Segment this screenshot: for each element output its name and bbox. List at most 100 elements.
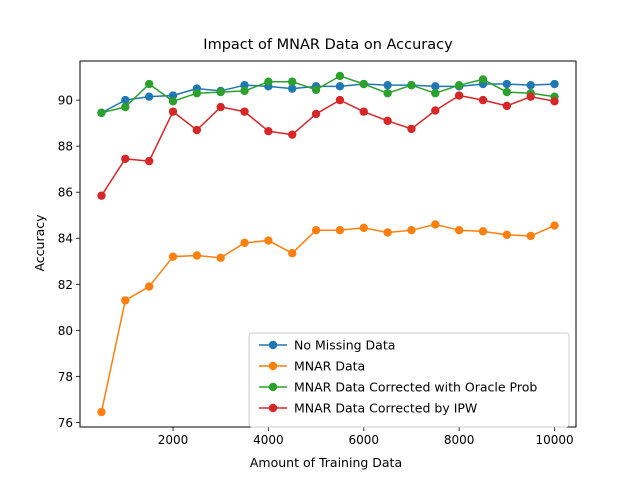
legend-swatch-marker <box>268 361 278 371</box>
y-tick-label: 86 <box>58 186 73 200</box>
data-point <box>121 296 130 305</box>
data-point <box>264 77 273 86</box>
data-point <box>335 225 345 235</box>
data-point <box>454 225 464 235</box>
legend-box <box>248 332 570 428</box>
data-point <box>288 130 297 139</box>
data-point <box>431 89 440 98</box>
data-point <box>407 124 416 134</box>
data-point <box>550 221 559 230</box>
data-point <box>454 91 464 100</box>
data-point <box>240 238 249 248</box>
data-point <box>288 249 297 258</box>
data-point <box>478 95 488 105</box>
legend-entry: MNAR Data Corrected by IPW <box>259 401 477 416</box>
data-point <box>383 80 392 90</box>
data-point <box>121 154 130 164</box>
data-point <box>288 77 297 86</box>
chart-title: Impact of MNAR Data on Accuracy <box>203 37 453 53</box>
x-tick-label: 2000 <box>158 433 189 447</box>
y-tick-label: 80 <box>58 324 73 338</box>
data-point <box>335 82 345 91</box>
data-point <box>216 253 225 263</box>
legend: No Missing Data MNAR Data MNAR Data Correc… <box>248 332 570 428</box>
y-tick-label: 88 <box>58 140 73 154</box>
data-point <box>383 116 392 126</box>
data-point <box>526 231 535 241</box>
data-point <box>97 108 106 117</box>
data-point <box>526 92 535 101</box>
data-point <box>144 282 154 291</box>
legend-entry: MNAR Data <box>259 359 365 374</box>
data-point <box>550 97 559 106</box>
data-point <box>240 80 249 90</box>
x-tick-label: 6000 <box>348 433 379 447</box>
data-point <box>383 228 392 237</box>
x-tick-label: 4000 <box>253 433 284 447</box>
y-axis-ticks: 76 78 80 82 84 86 88 90 <box>58 94 80 430</box>
data-point <box>431 220 440 229</box>
legend-label: MNAR Data <box>294 359 365 374</box>
legend-swatch-marker <box>268 340 278 350</box>
x-axis-label: Amount of Training Data <box>250 455 402 470</box>
legend-swatch-marker <box>268 382 278 392</box>
data-point <box>97 191 106 200</box>
data-point <box>144 156 154 166</box>
data-point <box>359 107 368 116</box>
y-tick-label: 90 <box>58 94 73 108</box>
data-point <box>550 79 559 89</box>
data-point <box>192 125 202 135</box>
y-tick-label: 76 <box>58 416 73 430</box>
data-point <box>335 95 345 105</box>
legend-label: MNAR Data Corrected with Oracle Prob <box>294 380 537 395</box>
x-tick-label: 10000 <box>535 433 573 447</box>
data-point <box>359 79 368 89</box>
y-axis-label: Accuracy <box>32 214 47 272</box>
data-point <box>407 225 416 235</box>
data-point <box>192 251 202 260</box>
data-point <box>168 91 178 100</box>
data-point <box>407 80 416 90</box>
data-point <box>431 106 440 115</box>
data-point <box>240 107 249 116</box>
data-point <box>168 107 178 116</box>
data-point <box>335 71 345 81</box>
data-point <box>502 230 512 239</box>
data-point <box>264 236 273 245</box>
data-point <box>168 252 178 261</box>
data-point <box>311 109 321 119</box>
y-tick-label: 82 <box>58 278 73 292</box>
data-point <box>97 407 106 417</box>
data-point <box>121 102 130 112</box>
data-point <box>264 127 273 136</box>
data-point <box>216 102 225 112</box>
series-4 <box>97 91 559 200</box>
data-point <box>144 79 154 89</box>
data-point <box>359 223 368 233</box>
data-point <box>168 97 178 106</box>
data-point <box>478 227 488 236</box>
data-point <box>478 75 488 84</box>
data-point <box>288 84 297 93</box>
series-3 <box>97 71 559 117</box>
data-point <box>502 101 512 111</box>
legend-label: No Missing Data <box>294 338 395 353</box>
series-2 <box>97 220 559 417</box>
x-axis-ticks: 2000 4000 6000 8000 10000 <box>158 427 574 447</box>
data-point <box>216 87 225 97</box>
data-point <box>192 89 202 98</box>
data-point <box>454 80 464 90</box>
legend-label: MNAR Data Corrected by IPW <box>294 401 477 416</box>
data-point <box>121 95 130 105</box>
legend-entry: No Missing Data <box>259 338 395 353</box>
data-point <box>431 82 440 91</box>
data-point <box>502 87 512 97</box>
legend-swatch-marker <box>268 403 278 413</box>
data-point <box>240 86 249 96</box>
x-tick-label: 8000 <box>444 433 475 447</box>
data-point <box>311 85 321 94</box>
y-tick-label: 84 <box>58 232 73 246</box>
legend-entry: MNAR Data Corrected with Oracle Prob <box>259 380 537 395</box>
